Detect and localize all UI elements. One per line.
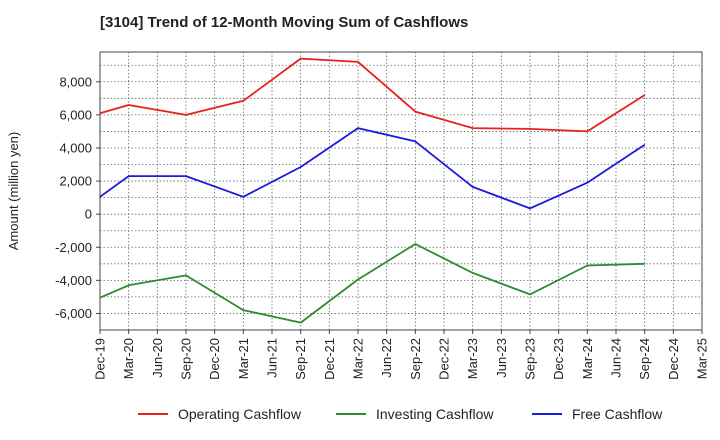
y-tick-label: 4,000	[59, 140, 92, 155]
x-tick-label: Dec-21	[322, 338, 337, 380]
x-tick-label: Dec-23	[551, 338, 566, 380]
y-tick-label: -4,000	[55, 273, 92, 288]
legend-label: Free Cashflow	[572, 406, 663, 422]
series-line-operating-cashflow	[99, 57, 646, 133]
y-tick-label: -6,000	[55, 306, 92, 321]
x-tick-label: Jun-22	[379, 338, 394, 378]
x-tick-label: Sep-22	[408, 338, 423, 380]
legend-label: Operating Cashflow	[178, 406, 302, 422]
x-tick-label: Mar-21	[236, 338, 251, 379]
x-tick-label: Mar-22	[351, 338, 366, 379]
series-line-investing-cashflow	[99, 243, 645, 324]
y-tick-label: 8,000	[59, 74, 92, 89]
x-tick-label: Sep-20	[179, 338, 194, 380]
x-tick-label: Mar-24	[580, 338, 595, 379]
y-axis-label: Amount (million yen)	[6, 132, 21, 251]
plot-area	[100, 52, 702, 330]
x-tick-label: Jun-24	[609, 338, 624, 378]
x-tick-label: Dec-19	[93, 338, 108, 380]
x-tick-label: Sep-21	[293, 338, 308, 380]
y-tick-label: 2,000	[59, 174, 92, 189]
x-tick-label: Sep-23	[523, 338, 538, 380]
x-tick-label: Jun-23	[494, 338, 509, 378]
x-tick-label: Jun-20	[150, 338, 165, 378]
x-tick-label: Mar-20	[121, 338, 136, 379]
y-tick-label: 0	[85, 207, 92, 222]
x-tick-label: Dec-22	[437, 338, 452, 380]
y-tick-label: 6,000	[59, 107, 92, 122]
x-tick-label: Jun-21	[265, 338, 280, 378]
x-tick-label: Mar-25	[695, 338, 710, 379]
plot-frame	[99, 51, 703, 331]
x-tick-label: Sep-24	[637, 338, 652, 380]
series-line-free-cashflow	[99, 127, 646, 210]
chart-title: [3104] Trend of 12-Month Moving Sum of C…	[100, 14, 469, 31]
y-tick-label: -2,000	[55, 240, 92, 255]
x-tick-label: Dec-20	[207, 338, 222, 380]
legend-label: Investing Cashflow	[376, 406, 494, 422]
x-tick-label: Mar-23	[465, 338, 480, 379]
x-tick-label: Dec-24	[666, 338, 681, 380]
